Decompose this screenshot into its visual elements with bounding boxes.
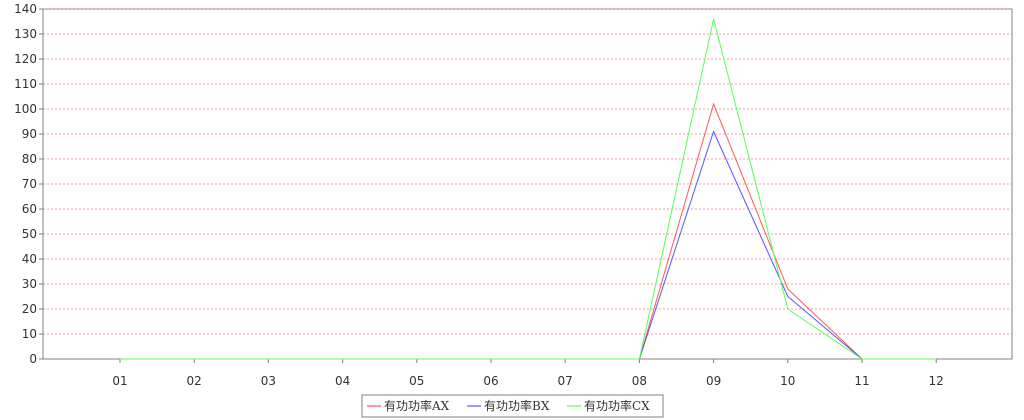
x-tick-label: 07	[558, 374, 573, 388]
x-tick-label: 11	[854, 374, 869, 388]
gridlines	[43, 8, 1012, 335]
x-tick-label: 12	[929, 374, 944, 388]
x-tick-label: 08	[632, 374, 647, 388]
y-tick-label: 140	[14, 2, 37, 16]
x-tick-label: 06	[483, 374, 498, 388]
y-tick-label: 40	[22, 252, 37, 266]
y-tick-label: 120	[14, 52, 37, 66]
y-tick-label: 90	[22, 127, 37, 141]
legend-label: 有功功率BX	[484, 398, 550, 413]
y-tick-label: 110	[14, 77, 37, 91]
y-tick-label: 60	[22, 202, 37, 216]
x-tick-label: 10	[780, 374, 795, 388]
legend: 有功功率AX 有功功率BX 有功功率CX	[361, 394, 664, 418]
x-tick-label: 09	[706, 374, 721, 388]
x-tick-label: 02	[187, 374, 202, 388]
y-tick-label: 100	[14, 102, 37, 116]
y-tick-label: 50	[22, 227, 37, 241]
y-tick-label: 30	[22, 277, 37, 291]
legend-label: 有功功率AX	[384, 398, 450, 413]
y-tick-label: 20	[22, 302, 37, 316]
y-tick-label: 130	[14, 27, 37, 41]
series-lines	[120, 18, 937, 360]
y-tick-label: 0	[29, 352, 37, 366]
x-tick-label: 01	[112, 374, 127, 388]
axes: 0 10 20 30 40 50 60 70 80 90 100 110 120 130 140 01 02 03…	[14, 2, 1012, 388]
legend-label: 有功功率CX	[584, 398, 650, 413]
x-tick-label: 03	[261, 374, 276, 388]
y-tick-label: 10	[22, 327, 37, 341]
x-tick-label: 04	[335, 374, 350, 388]
y-tick-label: 70	[22, 177, 37, 191]
series-line-3	[120, 18, 937, 360]
y-tick-label: 80	[22, 152, 37, 166]
legend-box	[361, 394, 664, 418]
x-tick-label: 05	[409, 374, 424, 388]
